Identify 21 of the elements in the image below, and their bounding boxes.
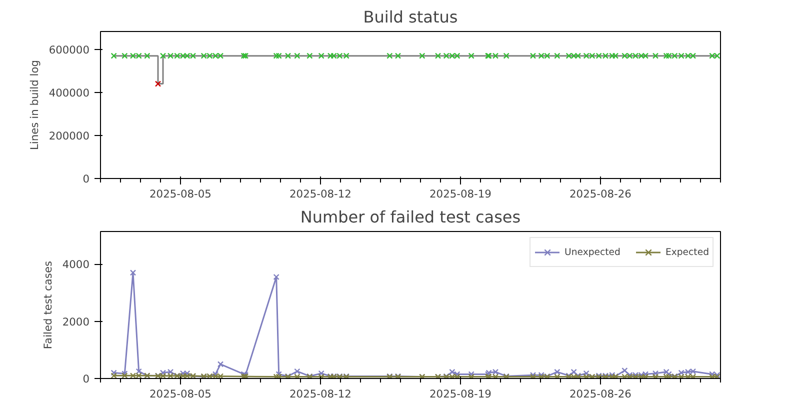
x-tick-label: 2025-08-12 bbox=[290, 188, 352, 200]
x-tick-label: 2025-08-26 bbox=[570, 388, 632, 400]
chart-title: Number of failed test cases bbox=[300, 208, 521, 226]
y-tick-label: 600000 bbox=[48, 43, 90, 56]
x-tick-label: 2025-08-26 bbox=[570, 188, 632, 200]
y-tick-label: 0 bbox=[82, 172, 90, 186]
y-tick-label: 2000 bbox=[62, 315, 90, 328]
legend-label: Expected bbox=[665, 246, 709, 258]
x-tick-label: 2025-08-05 bbox=[150, 188, 212, 200]
y-tick-label: 400000 bbox=[48, 86, 90, 100]
legend-label: Unexpected bbox=[564, 246, 620, 258]
y-axis-title: Failed test cases bbox=[41, 260, 54, 350]
x-tick-label: 2025-08-12 bbox=[290, 388, 352, 400]
x-tick-label: 2025-08-19 bbox=[430, 388, 492, 400]
y-axis-title: Lines in build log bbox=[28, 60, 41, 150]
y-tick-label: 0 bbox=[82, 372, 90, 386]
y-tick-label: 4000 bbox=[62, 258, 90, 272]
chart-title: Build status bbox=[363, 8, 458, 26]
x-tick-label: 2025-08-05 bbox=[150, 388, 212, 400]
x-tick-label: 2025-08-19 bbox=[430, 188, 492, 200]
y-tick-label: 200000 bbox=[48, 129, 90, 142]
